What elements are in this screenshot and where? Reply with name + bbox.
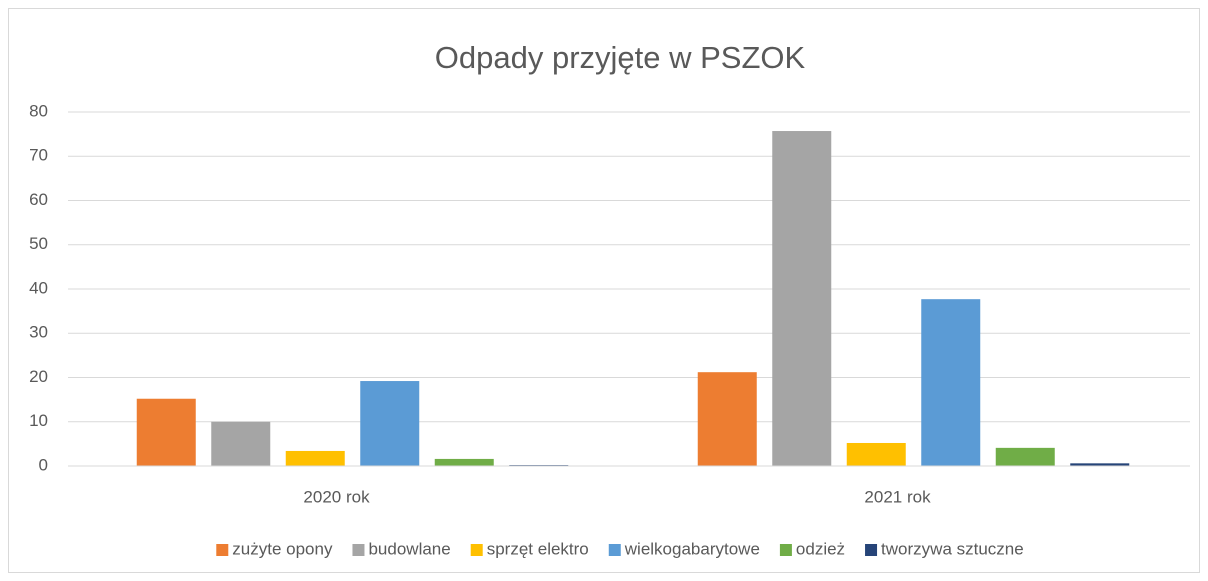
chart-frame [8,8,1200,573]
x-tick-label: 2020 rok [303,487,370,506]
bar [1070,463,1130,466]
legend-swatch [608,544,621,556]
legend-swatch [779,544,792,556]
legend-label: wielkogabarytowe [624,539,760,558]
legend-label: budowlane [368,539,450,558]
chart-title: Odpady przyjęte w PSZOK [435,40,806,75]
y-tick-label: 70 [29,146,48,165]
legend-label: odzież [796,539,845,558]
bar [211,421,271,466]
legend-label: zużyte opony [232,539,333,558]
y-tick-label: 60 [29,190,48,209]
legend-label: tworzywa sztuczne [881,539,1024,558]
bar [434,458,494,466]
legend-swatch [470,544,483,556]
bar [995,447,1055,466]
bar [285,450,345,466]
y-tick-label: 0 [39,455,48,474]
y-tick-label: 50 [29,234,48,253]
legend-swatch [216,544,229,556]
y-tick-label: 10 [29,411,48,430]
y-tick-label: 40 [29,278,48,297]
bar [697,372,757,466]
x-tick-label: 2021 rok [864,487,931,506]
y-tick-label: 20 [29,367,48,386]
y-tick-label: 80 [29,101,48,120]
legend-swatch [352,544,365,556]
bar [136,398,196,466]
bar [772,131,832,466]
legend-swatch [865,544,878,556]
bar [360,381,420,466]
legend-label: sprzęt elektro [487,539,589,558]
bar [921,299,981,466]
bar [846,442,906,466]
y-tick-label: 30 [29,323,48,342]
